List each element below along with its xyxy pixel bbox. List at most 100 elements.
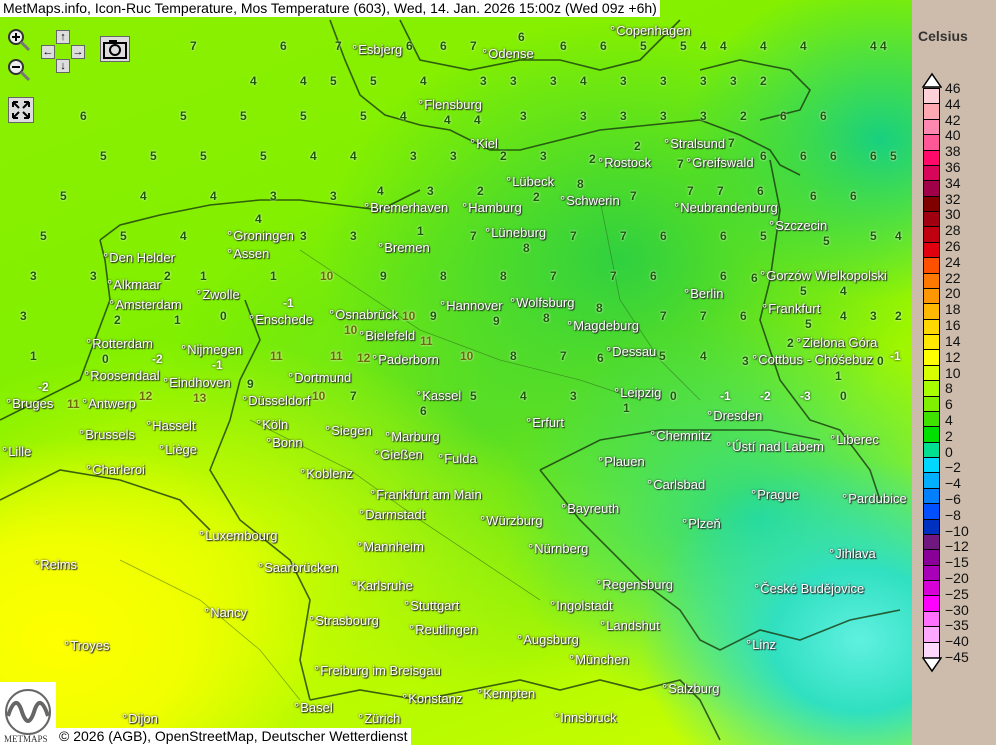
city-label: Stralsund: [664, 136, 725, 151]
city-label: Koblenz: [300, 466, 353, 481]
camera-button[interactable]: [100, 36, 130, 62]
city-label: Troyes: [64, 638, 109, 653]
legend-swatch: [923, 118, 940, 136]
fullscreen-button[interactable]: [8, 97, 34, 123]
temperature-value: 1: [623, 401, 630, 415]
temperature-value: 4: [760, 39, 767, 53]
legend-label: 26: [945, 238, 961, 255]
legend-label: −6: [945, 490, 961, 507]
legend-swatch: [923, 595, 940, 612]
city-label: Marburg: [385, 429, 439, 444]
legend-swatch: [923, 564, 940, 582]
temperature-value: 6: [406, 39, 413, 53]
temperature-value: 5: [180, 109, 187, 123]
zoom-in-icon: [8, 29, 31, 52]
city-label: Roosendaal: [84, 368, 159, 383]
temperature-value: 4: [700, 39, 707, 53]
legend-swatch: [923, 533, 940, 551]
temperature-value: 8: [543, 311, 550, 325]
temperature-value: 3: [580, 109, 587, 123]
temperature-value: 4: [580, 74, 587, 88]
legend-swatch: [923, 549, 940, 566]
city-label: Gießen: [374, 447, 423, 462]
legend-swatch: [923, 441, 940, 459]
temperature-value: 4: [140, 189, 147, 203]
temperature-value: 3: [20, 309, 27, 323]
legend-label: 16: [945, 317, 961, 334]
legend-swatch: [923, 226, 940, 243]
legend-label: −4: [945, 475, 961, 492]
legend-label: −30: [945, 601, 969, 618]
city-label: Groningen: [227, 228, 294, 243]
temperature-value: 4: [880, 39, 887, 53]
temperature-value: 1: [835, 369, 842, 383]
temperature-value: 4: [180, 229, 187, 243]
city-label: Jihlava: [829, 546, 875, 561]
temperature-value: 2: [740, 109, 747, 123]
zoom-out-button[interactable]: [6, 57, 31, 82]
city-label: Enschede: [249, 312, 313, 327]
temperature-value: 1: [200, 269, 207, 283]
city-label: Osnabrück: [329, 307, 398, 322]
city-label: Berlin: [684, 286, 723, 301]
city-label: Leipzig: [614, 385, 661, 400]
legend-swatch: [923, 334, 940, 351]
legend-swatch: [923, 303, 940, 320]
fullscreen-icon: [12, 101, 30, 119]
temperature-value: 2: [500, 149, 507, 163]
city-label: Innsbruck: [554, 710, 616, 725]
temperature-value: 9: [430, 309, 437, 323]
temperature-value: 0: [102, 352, 109, 366]
pan-right-button[interactable]: →: [71, 45, 85, 59]
temperature-value: 6: [810, 189, 817, 203]
city-label: Bayreuth: [561, 501, 619, 516]
legend-label: −8: [945, 506, 961, 523]
zoom-in-button[interactable]: [6, 27, 31, 52]
city-label: Freiburg im Breisgau: [314, 663, 441, 678]
temperature-value: 5: [240, 109, 247, 123]
city-label: Kassel: [416, 388, 461, 403]
city-label: Nürnberg: [528, 541, 588, 556]
city-label: Prague: [751, 487, 799, 502]
temperature-value: 5: [823, 234, 830, 248]
temperature-value: 7: [560, 349, 567, 363]
temperature-value: 4: [444, 113, 451, 127]
temperature-value: 4: [474, 113, 481, 127]
legend-swatch: [923, 195, 940, 213]
temperature-value: 11: [330, 349, 343, 363]
city-label: Brussels: [79, 427, 135, 442]
metmaps-logo: METMAPS: [0, 682, 56, 745]
legend-swatch: [923, 410, 940, 428]
pan-up-button[interactable]: ↑: [56, 30, 70, 44]
temperature-value: 12: [357, 351, 371, 365]
legend-label: 32: [945, 190, 961, 207]
city-label: Neubrandenburg: [674, 200, 778, 215]
temperature-value: 4: [350, 149, 357, 163]
city-label: Carlsbad: [647, 477, 705, 492]
temperature-value: 4: [310, 149, 317, 163]
legend-label: 14: [945, 332, 961, 349]
city-label: Dessau: [606, 344, 656, 359]
temperature-value: 5: [470, 389, 477, 403]
temperature-value: 3: [510, 74, 517, 88]
attribution: © 2026 (AGB), OpenStreetMap, Deutscher W…: [56, 728, 411, 745]
city-label: Lübeck: [506, 174, 554, 189]
temperature-value: 8: [523, 241, 530, 255]
pan-left-button[interactable]: ←: [41, 45, 55, 59]
legend-swatch: [923, 318, 940, 336]
temperature-value: 4: [840, 284, 847, 298]
temperature-value: 7: [470, 229, 477, 243]
temperature-value: 3: [620, 74, 627, 88]
legend-swatch: [923, 349, 940, 366]
pan-down-button[interactable]: ↓: [56, 59, 70, 73]
temperature-value: 3: [270, 189, 277, 203]
temperature-value: 1: [30, 349, 37, 363]
temperature-value: 4: [420, 74, 427, 88]
temperature-value: 4: [870, 39, 877, 53]
temperature-value: 11: [420, 334, 433, 348]
temperature-value: 5: [260, 149, 267, 163]
city-label: Wolfsburg: [510, 295, 574, 310]
legend-label: 42: [945, 111, 961, 128]
legend-swatch: [923, 626, 940, 643]
weather-map[interactable]: MetMaps.info, Icon-Ruc Temperature, Mos …: [0, 0, 912, 745]
